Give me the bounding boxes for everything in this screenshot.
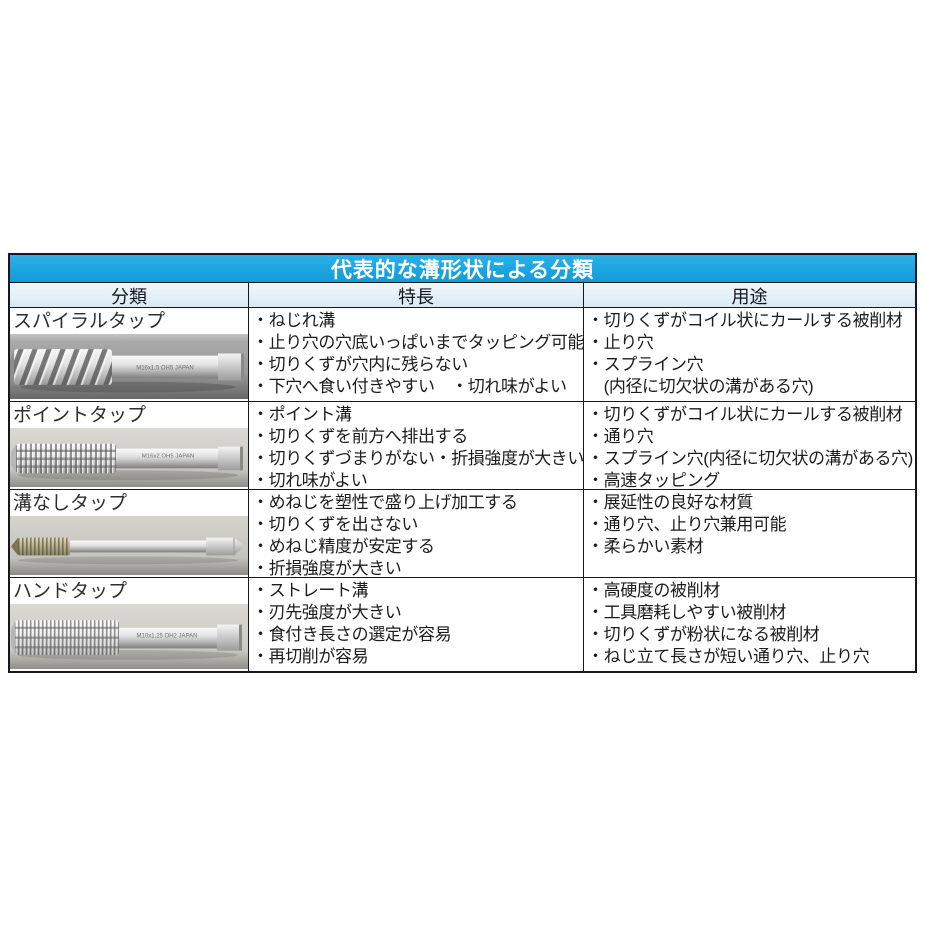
table-row: ハンドタップ [10, 578, 915, 671]
tap-name: ポイントタップ [13, 405, 147, 426]
hand-tap-photo: M10x1.25 OH2 JAPAN [10, 604, 248, 669]
engraving-text: M10x1.25 OH2 JAPAN [137, 632, 198, 639]
feature-line: ・刃先強度が大きい [252, 603, 402, 622]
use-line: ・切りくずがコイル状にカールする被削材 [587, 405, 903, 424]
hand-tap-image: M10x1.25 OH2 JAPAN [10, 604, 248, 669]
uses-cell: ・高硬度の被削材 ・工具磨耗しやすい被削材 ・切りくずが粉状になる被削材 ・ねじ… [584, 578, 915, 671]
table-title: 代表的な溝形状による分類 [10, 255, 915, 283]
feature-line: ・折損強度が大きい [252, 559, 402, 577]
use-line: ・通り穴、止り穴兼用可能 [587, 515, 787, 534]
feature-line: ・切りくずを前方へ排出する [252, 427, 468, 446]
table-row: 溝なしタップ [10, 490, 915, 578]
table-row: ポイントタップ [10, 402, 915, 490]
engraving-text: M16x1.5 OH5 JAPAN [136, 365, 194, 372]
features-cell: ・めねじを塑性で盛り上げ加工する ・切りくずを出さない ・めねじ精度が安定する … [249, 490, 584, 577]
feature-line: ・止り穴の穴底いっぱいまでタッピング可能 [252, 333, 584, 352]
use-line: ・スプライン穴(内径に切欠状の溝がある穴) [587, 449, 913, 468]
point-tap-photo: M16x2 OH5 JAPAN [10, 428, 248, 487]
feature-line: ・めねじを塑性で盛り上げ加工する [252, 493, 518, 512]
column-header-uses: 用途 [731, 287, 768, 307]
fluteless-tap-image [10, 516, 248, 575]
tap-name: ハンドタップ [13, 581, 128, 602]
fluteless-tap-photo [10, 516, 248, 575]
use-line: ・切りくずがコイル状にカールする被削材 [587, 311, 903, 330]
engraving-text: M16x2 OH5 JAPAN [142, 454, 194, 460]
use-line: ・高硬度の被削材 [587, 581, 720, 600]
feature-line: ・ねじれ溝 [252, 311, 335, 330]
classification-cell: ハンドタップ [10, 578, 249, 671]
table-header-row: 分類 特長 用途 [10, 283, 915, 309]
feature-line: ・切りくずが穴内に残らない [252, 355, 468, 374]
feature-line: ・食付き長さの選定が容易 [252, 625, 452, 644]
feature-line: ・下穴へ食い付きやすい ・切れ味がよい [252, 377, 567, 396]
column-header-features: 特長 [249, 283, 584, 309]
classification-cell: スパイラルタップ [10, 308, 249, 401]
point-tap-image: M16x2 OH5 JAPAN [10, 428, 248, 487]
use-line: ・スプライン穴 [587, 355, 704, 374]
column-header-classification: 分類 [10, 283, 249, 309]
tap-name: スパイラルタップ [13, 311, 166, 332]
table-row: スパイラルタップ [10, 308, 915, 402]
classification-cell: 溝なしタップ [10, 490, 249, 577]
use-line: ・ねじ立て長さが短い通り穴、止り穴 [587, 647, 870, 666]
use-line: ・高速タッピング [587, 471, 720, 489]
feature-line: ・切りくずを出さない [252, 515, 418, 534]
features-cell: ・ストレート溝 ・刃先強度が大きい ・食付き長さの選定が容易 ・再切削が容易 [249, 578, 584, 671]
classification-cell: ポイントタップ [10, 402, 249, 489]
tap-name: 溝なしタップ [13, 493, 128, 514]
use-line: ・柔らかい素材 [587, 537, 704, 556]
uses-cell: ・切りくずがコイル状にカールする被削材 ・通り穴 ・スプライン穴(内径に切欠状の… [584, 402, 915, 489]
uses-cell: ・展延性の良好な材質 ・通り穴、止り穴兼用可能 ・柔らかい素材 [584, 490, 915, 577]
use-line: ・通り穴 [587, 427, 654, 446]
features-cell: ・ねじれ溝 ・止り穴の穴底いっぱいまでタッピング可能 ・切りくずが穴内に残らない… [249, 308, 584, 401]
uses-cell: ・切りくずがコイル状にカールする被削材 ・止り穴 ・スプライン穴 (内径に切欠状… [584, 308, 915, 401]
use-line: ・展延性の良好な材質 [587, 493, 753, 512]
feature-line: ・めねじ精度が安定する [252, 537, 435, 556]
tap-classification-table: 代表的な溝形状による分類 分類 特長 用途 スパイラルタップ [8, 253, 917, 673]
use-line: (内径に切欠状の溝がある穴) [587, 377, 814, 396]
use-line: ・工具磨耗しやすい被削材 [587, 603, 787, 622]
features-cell: ・ポイント溝 ・切りくずを前方へ排出する ・切りくずづまりがない・折損強度が大き… [249, 402, 584, 489]
use-line: ・切りくずが粉状になる被削材 [587, 625, 820, 644]
feature-line: ・ポイント溝 [252, 405, 352, 424]
use-line: ・止り穴 [587, 333, 654, 352]
feature-line: ・ストレート溝 [252, 581, 369, 600]
feature-line: ・切りくずづまりがない・折損強度が大きい [252, 449, 584, 468]
feature-line: ・切れ味がよい [252, 471, 368, 489]
feature-line: ・再切削が容易 [252, 647, 369, 666]
spiral-tap-image: M16x1.5 OH5 JAPAN [10, 334, 248, 399]
spiral-tap-photo: M16x1.5 OH5 JAPAN [10, 334, 248, 399]
